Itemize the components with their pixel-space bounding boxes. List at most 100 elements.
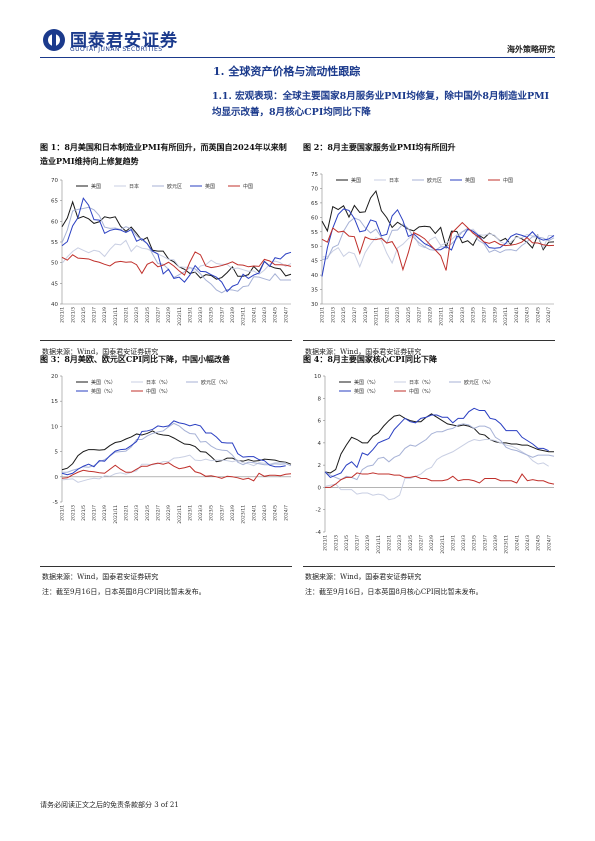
x-tick-label: 2024/3 <box>525 535 531 551</box>
x-tick-label: 2024/1 <box>514 535 520 551</box>
x-tick-label: 2021/9 <box>363 307 369 323</box>
legend-label: 英国（%） <box>354 388 379 395</box>
x-tick-label: 2023/11 <box>241 505 247 524</box>
header-rule <box>40 57 555 58</box>
x-tick-label: 2021/1 <box>60 505 66 521</box>
series-line <box>321 217 555 261</box>
footer: 请务必阅读正文之后的免责条款部分 3 of 21 <box>40 801 179 809</box>
legend-label: 日本 <box>129 183 139 190</box>
x-tick-label: 2024/5 <box>535 307 541 323</box>
x-tick-label: 2022/1 <box>387 535 393 551</box>
x-tick-label: 2023/5 <box>209 307 215 323</box>
series-line <box>61 462 292 482</box>
series-line <box>61 239 292 275</box>
x-tick-label: 2023/3 <box>198 307 204 323</box>
legend-label: 欧元区（%） <box>201 379 231 386</box>
y-tick-label: 70 <box>311 186 318 192</box>
x-tick-label: 2024/3 <box>262 307 268 323</box>
legend-label: 日本（%） <box>146 379 171 386</box>
y-tick-label: 55 <box>311 230 318 236</box>
x-tick-label: 2021/11 <box>113 505 119 524</box>
x-tick-label: 2023/5 <box>472 535 478 551</box>
x-tick-label: 2021/1 <box>323 535 329 551</box>
chart: 40 45 50 55 60 65 70 2021/1 2021/3 2021/5 2021/7 20… <box>51 178 292 326</box>
figure-title: 图 4：8月主要国家核心CPI同比下降 <box>303 354 438 364</box>
x-tick-label: 2022/1 <box>384 307 390 323</box>
x-tick-label: 2022/1 <box>124 307 130 323</box>
y-tick-label: 10 <box>51 424 58 430</box>
header-right: 海外策略研究 <box>507 45 555 54</box>
y-tick-label: 40 <box>51 302 58 308</box>
x-tick-label: 2021/11 <box>376 535 382 554</box>
x-tick-label: 2022/1 <box>124 505 130 521</box>
y-tick-label: 5 <box>55 450 59 456</box>
x-tick-label: 2023/11 <box>241 307 247 326</box>
x-tick-label: 2022/7 <box>418 535 424 551</box>
y-tick-label: 10 <box>314 374 321 380</box>
y-tick-label: 30 <box>311 302 318 308</box>
x-tick-label: 2022/7 <box>155 505 161 521</box>
x-tick-label: 2023/3 <box>460 307 466 323</box>
x-tick-label: 2021/3 <box>70 505 76 521</box>
x-tick-label: 2024/7 <box>546 307 552 323</box>
series-line <box>61 251 292 276</box>
y-tick-label: 40 <box>311 273 318 279</box>
x-tick-label: 2021/9 <box>102 505 108 521</box>
x-tick-label: 2024/5 <box>273 307 279 323</box>
series-line <box>324 438 549 501</box>
source: 数据来源：Wind，国泰君安证券研究 <box>305 348 422 356</box>
legend-label: 美国（%） <box>91 379 116 386</box>
legend-label: 日本（%） <box>409 379 434 386</box>
section-title: 1. 全球资产价格与流动性跟踪 <box>213 65 361 78</box>
y-tick-label: 65 <box>311 201 318 207</box>
x-tick-label: 2022/3 <box>134 505 140 521</box>
x-tick-label: 2024/7 <box>283 307 289 323</box>
x-tick-label: 2024/1 <box>514 307 520 323</box>
legend-label: 英国 <box>205 183 215 190</box>
x-tick-label: 2023/7 <box>219 505 225 521</box>
legend-label: 欧元区 <box>427 177 442 184</box>
x-tick-label: 2021/3 <box>330 307 336 323</box>
x-tick-label: 2023/9 <box>230 505 236 521</box>
y-tick-label: 4 <box>318 441 322 447</box>
legend-label: 中国（%） <box>409 388 434 395</box>
note: 注：截至9月16日，日本英国8月CPI同比暂未发布。 <box>42 588 206 596</box>
x-tick-label: 2022/3 <box>134 307 140 323</box>
series-line <box>324 407 549 478</box>
y-tick-label: 55 <box>51 240 58 246</box>
x-tick-label: 2023/1 <box>187 505 193 521</box>
x-tick-label: 2021/1 <box>60 307 66 323</box>
y-tick-label: -2 <box>316 508 321 514</box>
figure-rule <box>303 340 555 341</box>
x-tick-label: 2021/5 <box>81 505 87 521</box>
series-line <box>61 197 292 293</box>
chart: 30 35 40 45 50 55 60 65 70 75 2021/1 2021/3 2021/5 20… <box>311 172 555 326</box>
x-tick-label: 2022/5 <box>145 307 151 323</box>
x-tick-label: 2022/3 <box>395 307 401 323</box>
x-tick-label: 2024/3 <box>262 505 268 521</box>
x-tick-label: 2022/5 <box>145 505 151 521</box>
x-tick-label: 2021/11 <box>374 307 380 326</box>
x-tick-label: 2024/1 <box>251 505 257 521</box>
figure-rule <box>303 566 555 567</box>
y-tick-label: -4 <box>316 530 322 536</box>
x-tick-label: 2023/9 <box>493 535 499 551</box>
series-line <box>62 422 292 473</box>
legend-label: 美国 <box>91 183 101 190</box>
note: 注：截至9月16日，日本英国8月核心CPI同比暂未发布。 <box>305 588 483 596</box>
y-tick-label: 50 <box>51 261 58 267</box>
x-tick-label: 2023/11 <box>503 307 509 326</box>
series-line <box>321 221 555 272</box>
logo-icon <box>43 29 65 51</box>
legend-label: 欧元区（%） <box>464 379 494 386</box>
series-line <box>61 430 292 471</box>
series-line <box>61 420 286 476</box>
figure-title: 图 2：8月主要国家服务业PMI均有所回升 <box>303 142 456 152</box>
x-tick-label: 2023/5 <box>209 505 215 521</box>
x-tick-label: 2021/9 <box>102 307 108 323</box>
y-tick-label: 70 <box>51 178 58 184</box>
x-tick-label: 2022/11 <box>440 535 446 554</box>
source: 数据来源：Wind，国泰君安证券研究 <box>42 348 159 356</box>
x-tick-label: 2023/1 <box>187 307 193 323</box>
